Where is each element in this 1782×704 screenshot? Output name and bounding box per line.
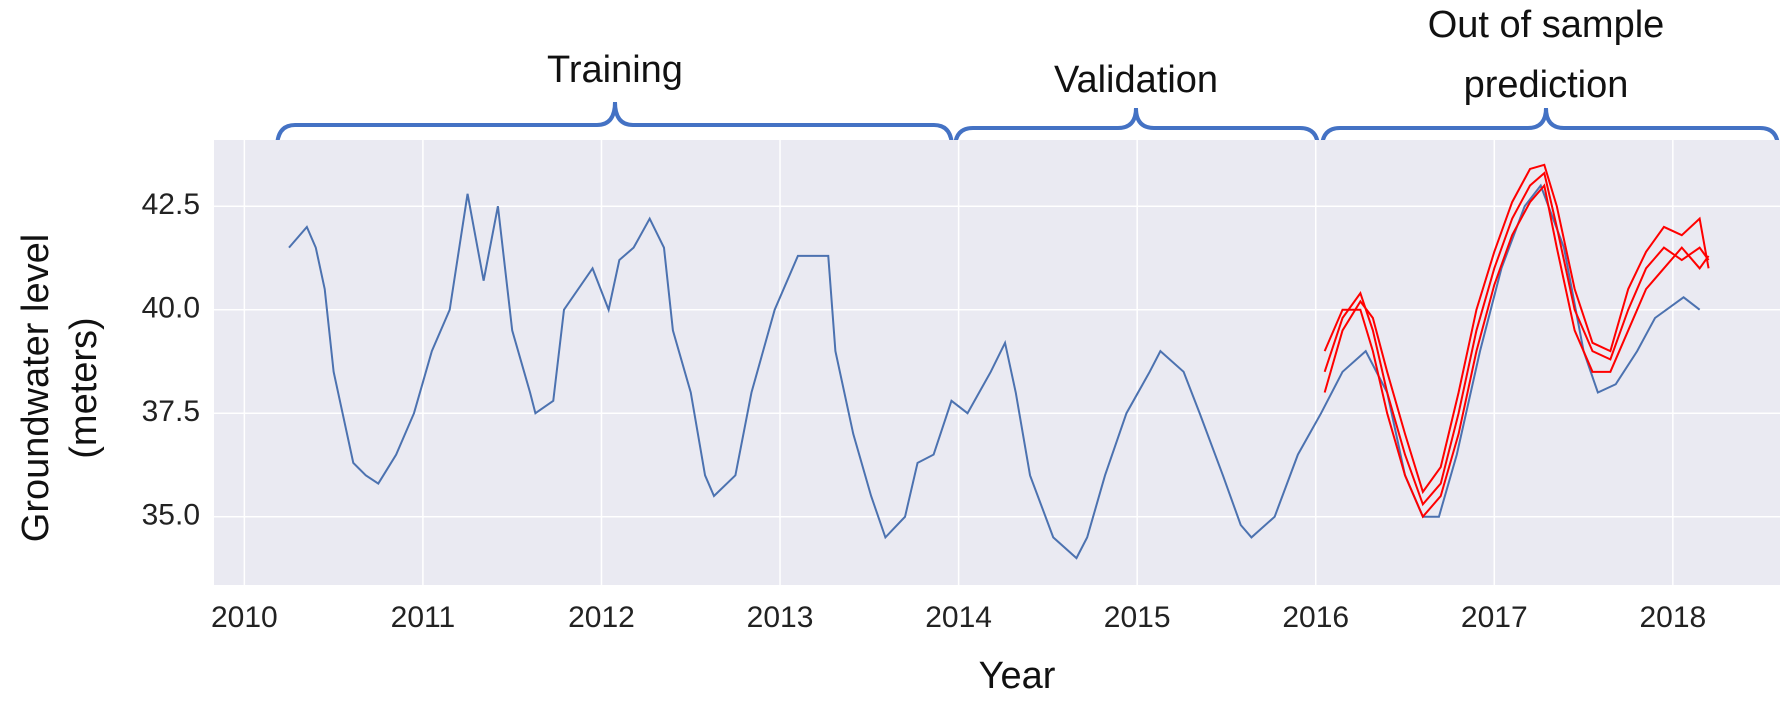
y-tick-label: 42.5 xyxy=(142,188,200,221)
x-tick-label: 2015 xyxy=(1104,601,1171,634)
plot-background xyxy=(214,140,1780,585)
annotation: Out of sample prediction xyxy=(1427,4,1665,106)
x-tick-label: 2011 xyxy=(391,601,456,634)
y-tick-label: 37.5 xyxy=(142,395,200,428)
x-tick-label: 2017 xyxy=(1461,601,1528,634)
brace xyxy=(275,101,954,149)
data-line xyxy=(288,183,1701,560)
data-line xyxy=(1323,183,1710,519)
x-tick-label: 2014 xyxy=(925,601,992,634)
annotation: Validation xyxy=(1053,59,1219,101)
data-line xyxy=(1323,163,1710,495)
brace xyxy=(1320,107,1780,149)
y-axis-label: Groundwater level (meters) xyxy=(15,233,105,543)
x-tick-label: 2013 xyxy=(747,601,814,634)
x-tick-label: 2018 xyxy=(1639,601,1706,634)
y-tick-label: 35.0 xyxy=(142,499,200,532)
brace xyxy=(953,107,1320,149)
x-tick-label: 2012 xyxy=(568,601,635,634)
x-tick-label: 2010 xyxy=(211,601,278,634)
data-line xyxy=(1323,171,1710,507)
x-tick-label: 2016 xyxy=(1282,601,1349,634)
annotation: Training xyxy=(547,49,683,91)
braces xyxy=(275,101,1780,149)
y-tick-label: 40.0 xyxy=(142,292,200,325)
x-axis-label: Year xyxy=(978,655,1056,697)
